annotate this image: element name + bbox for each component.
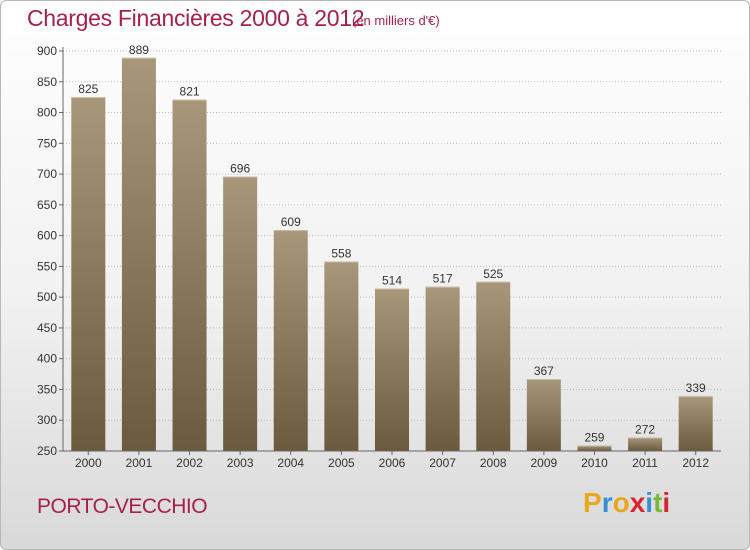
- y-tick-label: 650: [37, 198, 57, 212]
- y-tick-label: 800: [37, 106, 57, 120]
- data-label-2004: 609: [281, 215, 301, 229]
- bars: [71, 57, 713, 452]
- x-tick-label: 2001: [126, 456, 153, 470]
- data-label-2005: 558: [331, 246, 351, 260]
- bar-2012: [678, 396, 713, 451]
- y-tick-label: 450: [37, 321, 57, 335]
- x-tick-label: 2007: [429, 456, 456, 470]
- location-label: PORTO-VECCHIO: [37, 495, 208, 518]
- y-tick-label: 700: [37, 167, 57, 181]
- brand-letter: t: [653, 487, 663, 518]
- bar-2001: [121, 57, 156, 452]
- y-tick-label: 250: [37, 444, 57, 458]
- x-tick-label: 2000: [75, 456, 102, 470]
- brand-letter: x: [629, 487, 646, 518]
- x-tick-label: 2002: [176, 456, 203, 470]
- proxiti-logo[interactable]: Proxiti: [583, 487, 670, 519]
- bar-2007: [425, 286, 460, 451]
- data-label-2000: 825: [78, 82, 98, 96]
- bar-2000: [71, 97, 106, 452]
- y-tick-label: 500: [37, 290, 57, 304]
- bar-2010: [577, 445, 612, 451]
- data-label-2009: 367: [534, 364, 554, 378]
- bar-2005: [324, 261, 359, 451]
- chart-title: Charges Financières 2000 à 2012: [27, 5, 365, 31]
- y-tick-label: 550: [37, 259, 57, 273]
- y-tick-label: 850: [37, 75, 57, 89]
- x-tick-label: 2005: [328, 456, 355, 470]
- data-label-2012: 339: [686, 381, 706, 395]
- brand-letter: i: [645, 487, 654, 518]
- y-tick-label: 600: [37, 229, 57, 243]
- x-tick-label: 2008: [480, 456, 507, 470]
- data-labels: 825 889 821 696 609 558 514 517 525 367 259 272 339: [78, 43, 706, 445]
- data-label-2008: 525: [483, 267, 503, 281]
- bar-2008: [476, 281, 511, 451]
- y-tick-label: 400: [37, 352, 57, 366]
- data-label-2002: 821: [180, 85, 200, 99]
- bar-2009: [526, 379, 561, 451]
- x-tick-label: 2010: [581, 456, 608, 470]
- bar-2003: [223, 176, 258, 452]
- data-label-2007: 517: [433, 272, 453, 286]
- data-label-2010: 259: [584, 430, 604, 444]
- brand-letter: i: [662, 487, 671, 518]
- x-tick-label: 2004: [277, 456, 304, 470]
- bar-2011: [628, 437, 663, 451]
- data-label-2003: 696: [230, 162, 250, 176]
- unit-note: (en milliers d'€): [352, 13, 440, 28]
- y-tick-label: 300: [37, 413, 57, 427]
- bar-2002: [172, 99, 207, 451]
- x-tick-label: 2003: [227, 456, 254, 470]
- y-tick-label: 350: [37, 382, 57, 396]
- data-label-2006: 514: [382, 274, 402, 288]
- bar-2006: [375, 288, 409, 451]
- bar-2004: [273, 230, 308, 451]
- data-label-2011: 272: [635, 422, 655, 436]
- x-tick-label: 2006: [379, 456, 406, 470]
- brand-letter: P: [583, 487, 602, 518]
- brand-letter: o: [612, 487, 630, 518]
- x-tick-label: 2011: [632, 456, 658, 470]
- x-tick-label: 2012: [682, 456, 709, 470]
- data-label-2001: 889: [129, 43, 149, 57]
- y-tick-label: 750: [37, 136, 57, 150]
- y-tick-label: 900: [37, 44, 57, 58]
- x-tick-label: 2009: [530, 456, 557, 470]
- brand-letter: r: [601, 487, 613, 518]
- axes: 250 300 350 400 450 500 550 600 650 700 750 800 850 9…: [37, 44, 721, 470]
